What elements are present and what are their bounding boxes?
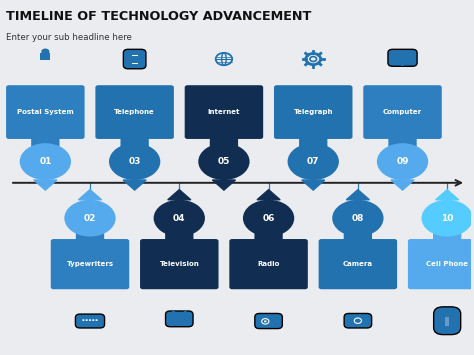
Text: TIMELINE OF TECHNOLOGY ADVANCEMENT: TIMELINE OF TECHNOLOGY ADVANCEMENT — [6, 10, 312, 22]
FancyBboxPatch shape — [433, 230, 461, 242]
FancyBboxPatch shape — [165, 230, 193, 242]
Text: Enter your sub headline here: Enter your sub headline here — [6, 33, 132, 42]
Bar — [445, 317, 449, 326]
FancyBboxPatch shape — [274, 85, 353, 139]
Polygon shape — [168, 190, 191, 200]
Text: Radio: Radio — [257, 261, 280, 267]
FancyBboxPatch shape — [185, 85, 263, 139]
Text: 03: 03 — [128, 157, 141, 166]
Circle shape — [41, 49, 49, 55]
FancyBboxPatch shape — [255, 313, 283, 329]
FancyBboxPatch shape — [255, 230, 283, 242]
FancyBboxPatch shape — [95, 85, 174, 139]
FancyBboxPatch shape — [363, 85, 442, 139]
FancyBboxPatch shape — [31, 136, 60, 149]
FancyBboxPatch shape — [319, 239, 397, 289]
Bar — [40, 53, 50, 60]
FancyBboxPatch shape — [408, 239, 474, 289]
Circle shape — [85, 319, 88, 321]
Ellipse shape — [154, 200, 205, 236]
Polygon shape — [346, 190, 369, 200]
Text: Telephone: Telephone — [114, 109, 155, 115]
Ellipse shape — [243, 200, 294, 236]
Text: Internet: Internet — [208, 109, 240, 115]
Ellipse shape — [377, 143, 428, 180]
Text: Typewriters: Typewriters — [66, 261, 114, 267]
Text: Computer: Computer — [383, 109, 422, 115]
Bar — [401, 62, 404, 66]
Text: 05: 05 — [218, 157, 230, 166]
FancyBboxPatch shape — [6, 85, 84, 139]
Text: Telegraph: Telegraph — [293, 109, 333, 115]
Polygon shape — [301, 180, 325, 190]
Polygon shape — [34, 180, 57, 190]
Text: Television: Television — [159, 261, 199, 267]
Circle shape — [95, 319, 98, 321]
FancyBboxPatch shape — [344, 313, 372, 328]
Polygon shape — [78, 190, 101, 200]
FancyBboxPatch shape — [123, 49, 146, 69]
Circle shape — [89, 319, 91, 321]
FancyBboxPatch shape — [120, 136, 149, 149]
FancyBboxPatch shape — [165, 311, 193, 327]
Text: 02: 02 — [84, 214, 96, 223]
Text: 07: 07 — [307, 157, 319, 166]
Text: 09: 09 — [396, 157, 409, 166]
FancyBboxPatch shape — [434, 307, 461, 335]
FancyBboxPatch shape — [75, 314, 105, 328]
Text: 10: 10 — [441, 214, 453, 223]
FancyBboxPatch shape — [140, 239, 219, 289]
FancyBboxPatch shape — [344, 230, 372, 242]
Ellipse shape — [332, 200, 383, 236]
Circle shape — [92, 319, 94, 321]
Polygon shape — [391, 180, 414, 190]
Text: 06: 06 — [263, 214, 275, 223]
Circle shape — [82, 319, 84, 321]
FancyBboxPatch shape — [388, 136, 417, 149]
Text: Cell Phone: Cell Phone — [426, 261, 468, 267]
Polygon shape — [123, 180, 146, 190]
Text: 08: 08 — [352, 214, 364, 223]
Ellipse shape — [20, 143, 71, 180]
Ellipse shape — [288, 143, 339, 180]
Circle shape — [264, 320, 266, 322]
Text: 04: 04 — [173, 214, 185, 223]
Ellipse shape — [198, 143, 250, 180]
Polygon shape — [436, 190, 459, 200]
FancyBboxPatch shape — [51, 239, 129, 289]
Ellipse shape — [64, 200, 116, 236]
FancyBboxPatch shape — [210, 136, 238, 149]
FancyBboxPatch shape — [299, 136, 328, 149]
Text: 01: 01 — [39, 157, 52, 166]
Polygon shape — [212, 180, 236, 190]
Text: Postal System: Postal System — [17, 109, 74, 115]
Text: Camera: Camera — [343, 261, 373, 267]
FancyBboxPatch shape — [388, 49, 417, 66]
FancyBboxPatch shape — [76, 230, 104, 242]
Ellipse shape — [109, 143, 160, 180]
Ellipse shape — [421, 200, 473, 236]
Polygon shape — [257, 190, 280, 200]
FancyBboxPatch shape — [229, 239, 308, 289]
